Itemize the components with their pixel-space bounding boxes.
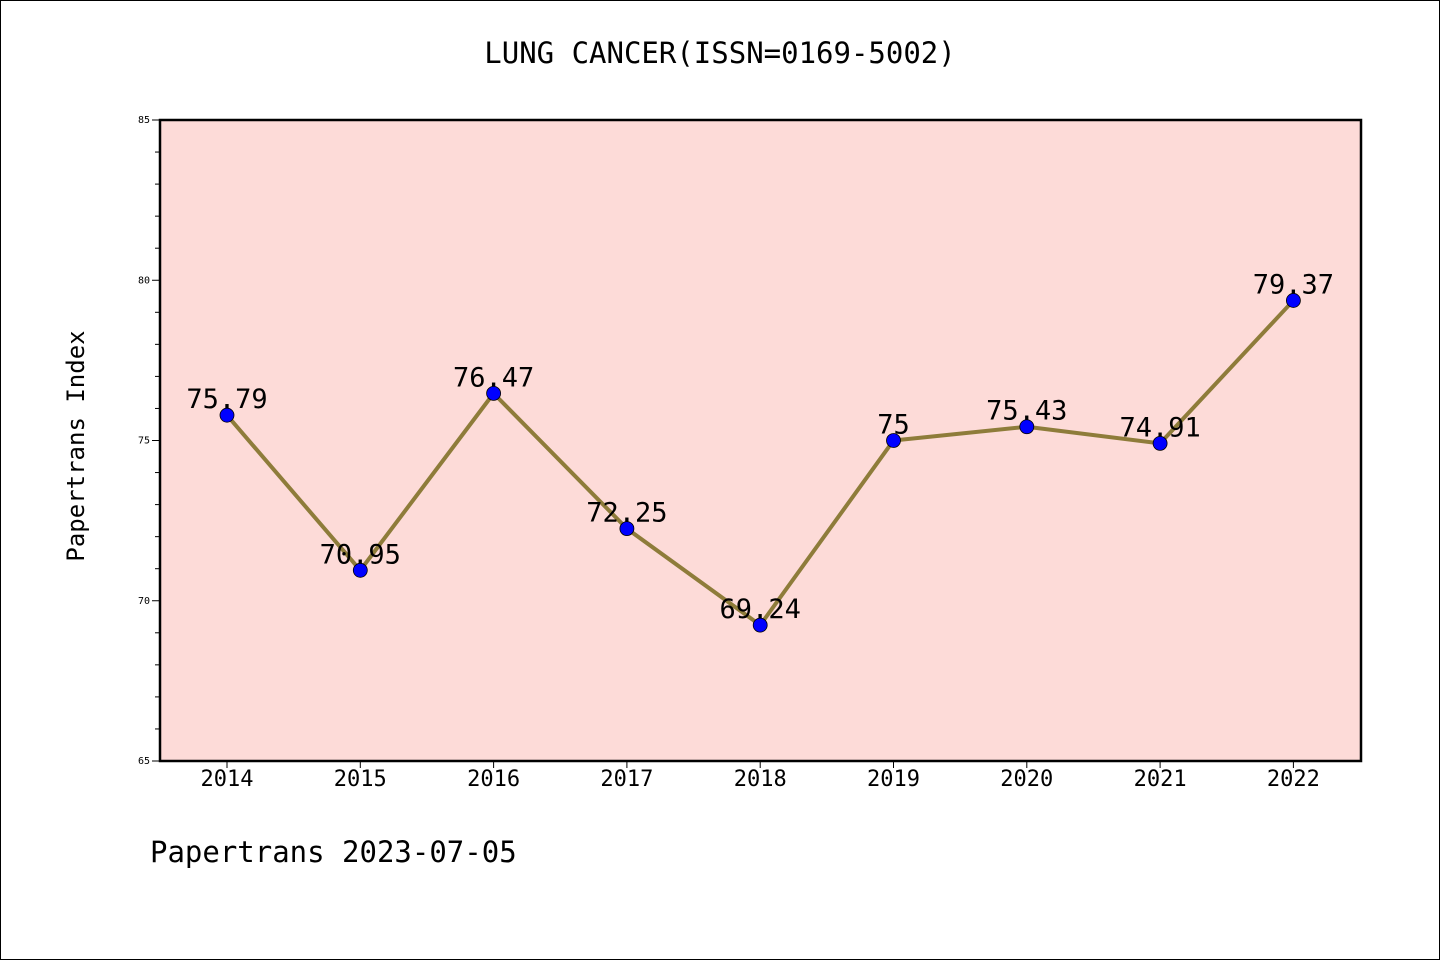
data-label: 70.95 <box>320 539 401 570</box>
x-tick-label: 2021 <box>1134 767 1187 792</box>
data-point <box>1152 435 1168 451</box>
x-axis-ticks: 2014 2015 2016 2017 2018 2019 2020 2021 2022 <box>201 761 1320 792</box>
data-label: 74.91 <box>1119 412 1200 443</box>
y-tick-label: 85 <box>138 115 150 126</box>
data-label: 76.47 <box>453 362 534 393</box>
data-label: 75.43 <box>986 396 1067 427</box>
x-tick-label: 2017 <box>600 767 653 792</box>
data-label: 75.79 <box>186 384 267 415</box>
x-tick-label: 2018 <box>734 767 787 792</box>
x-tick-label: 2016 <box>467 767 520 792</box>
x-tick-label: 2019 <box>867 767 920 792</box>
data-point <box>886 433 901 448</box>
data-point <box>752 617 768 633</box>
y-tick-label: 80 <box>138 275 150 286</box>
x-tick-label: 2014 <box>201 767 254 792</box>
y-tick-label: 75 <box>138 436 150 447</box>
x-tick-label: 2020 <box>1000 767 1053 792</box>
series-markers <box>219 293 1301 633</box>
data-point <box>219 407 235 423</box>
data-point <box>1019 419 1035 435</box>
x-tick-label: 2022 <box>1267 767 1320 792</box>
y-axis-ticks: 65 70 75 80 85 <box>138 115 160 767</box>
y-tick-label: 70 <box>138 596 150 607</box>
footer-credit: Papertrans 2023-07-05 <box>150 835 517 869</box>
data-label: 69.24 <box>720 594 801 625</box>
y-tick-label: 65 <box>138 756 150 767</box>
data-label: 75 <box>877 410 910 441</box>
data-label: 72.25 <box>586 498 667 529</box>
x-tick-label: 2015 <box>334 767 387 792</box>
data-point <box>352 562 368 578</box>
data-labels: 75.79 70.95 76.47 72.25 69.24 75 75.43 74.91 79.… <box>186 269 1334 625</box>
chart-title: LUNG CANCER(ISSN=0169-5002) <box>484 36 956 70</box>
data-label: 79.37 <box>1253 269 1334 300</box>
data-point <box>486 385 502 401</box>
data-point <box>619 521 635 537</box>
data-point <box>1286 293 1301 308</box>
